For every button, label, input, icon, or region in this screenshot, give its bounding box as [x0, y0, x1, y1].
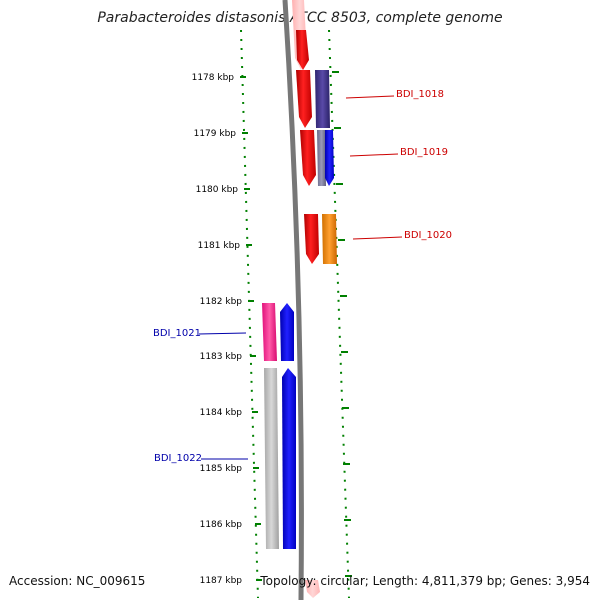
gene-arrow[interactable] — [264, 368, 279, 549]
kbp-label: 1185 kbp — [200, 464, 243, 474]
gene-arrow[interactable] — [325, 130, 334, 186]
left-major-ticks — [240, 76, 262, 581]
right-major-ticks — [332, 71, 352, 577]
kbp-label: 1182 kbp — [200, 297, 243, 307]
gene-label-bdi-1021[interactable]: BDI_1021 — [153, 328, 201, 339]
right-minor-ticks — [328, 29, 350, 599]
gene-arrow[interactable] — [300, 130, 316, 186]
genome-summary-text: Topology: circular; Length: 4,811,379 bp… — [260, 574, 590, 588]
gene-arrow[interactable] — [304, 214, 319, 264]
gene-label-bdi-1020[interactable]: BDI_1020 — [404, 230, 452, 241]
kbp-labels: 1178 kbp 1179 kbp 1180 kbp 1181 kbp 1182… — [192, 73, 243, 586]
kbp-label: 1179 kbp — [194, 129, 237, 139]
gene-label-bdi-1018[interactable]: BDI_1018 — [396, 89, 444, 100]
kbp-label: 1181 kbp — [198, 241, 241, 251]
gene-label-leaders — [198, 95, 403, 460]
accession-text: Accession: NC_009615 — [9, 574, 146, 588]
kbp-label: 1187 kbp — [200, 576, 243, 586]
kbp-label: 1186 kbp — [200, 520, 243, 530]
plus-strand-genes — [292, 0, 337, 264]
gene-label-bdi-1019[interactable]: BDI_1019 — [400, 147, 448, 158]
gene-arrow[interactable] — [315, 70, 330, 128]
gene-arrow[interactable] — [296, 30, 309, 70]
kbp-label: 1178 kbp — [192, 73, 235, 83]
left-minor-ticks — [240, 29, 259, 599]
gene-arrow[interactable] — [282, 368, 296, 549]
minus-strand-genes — [262, 303, 320, 598]
gene-arrow[interactable] — [322, 214, 337, 264]
gene-arrow[interactable] — [317, 130, 326, 186]
kbp-label: 1183 kbp — [200, 352, 243, 362]
gene-arrow[interactable] — [305, 580, 320, 598]
kbp-label: 1184 kbp — [200, 408, 243, 418]
gene-labels: BDI_1018 BDI_1019 BDI_1020 BDI_1021 BDI_… — [153, 89, 452, 464]
gene-arrow[interactable] — [280, 303, 294, 361]
kbp-label: 1180 kbp — [196, 185, 239, 195]
gene-arrow[interactable] — [262, 303, 277, 361]
gene-label-bdi-1022[interactable]: BDI_1022 — [154, 453, 202, 464]
gene-arrow[interactable] — [296, 70, 312, 128]
genome-backbone — [282, 0, 304, 600]
